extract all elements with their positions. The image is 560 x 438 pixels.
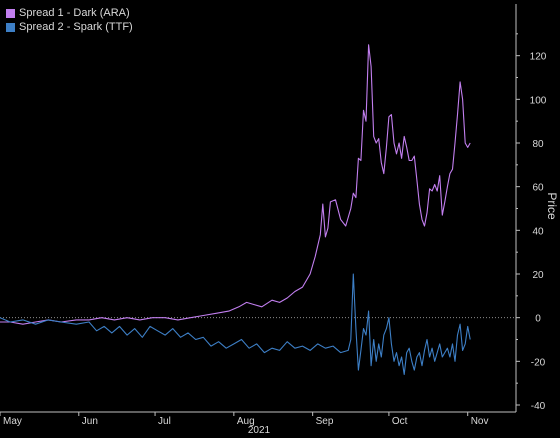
x-tick-label: May xyxy=(3,416,22,427)
x-tick-label: Jul xyxy=(158,416,171,427)
x-year-label: 2021 xyxy=(248,425,271,436)
legend-swatch-series-2 xyxy=(6,22,15,32)
y-tick-label: 20 xyxy=(532,270,544,281)
legend-label-series-1: Spread 1 - Dark (ARA) xyxy=(19,7,130,19)
x-tick-label: Sep xyxy=(316,416,334,427)
y-axis-label: Price xyxy=(545,192,559,220)
x-tick-label: Oct xyxy=(392,416,408,427)
y-tick-label: 100 xyxy=(530,95,547,106)
x-tick-label: Jun xyxy=(82,416,98,427)
y-tick-label: -40 xyxy=(531,401,546,412)
y-tick-label: 0 xyxy=(535,314,541,325)
x-axis: May Jun Jul Aug Sep Oct Nov xyxy=(0,411,516,427)
series-line-2 xyxy=(0,273,471,375)
x-tick-label: Aug xyxy=(237,416,255,427)
y-axis: -40 -20 0 20 40 60 80 100 120 xyxy=(515,4,547,412)
legend: Spread 1 - Dark (ARA) Spread 2 - Spark (… xyxy=(6,6,133,34)
y-tick-label: -20 xyxy=(531,357,546,368)
y-tick-label: 40 xyxy=(532,226,544,237)
y-tick-label: 60 xyxy=(532,183,544,194)
y-tick-label: 120 xyxy=(530,52,547,63)
legend-swatch-series-1 xyxy=(6,8,15,18)
legend-item-series-1[interactable]: Spread 1 - Dark (ARA) xyxy=(6,6,133,20)
legend-label-series-2: Spread 2 - Spark (TTF) xyxy=(19,21,133,33)
x-tick-label: Nov xyxy=(471,416,489,427)
plot-area xyxy=(0,44,516,375)
y-tick-label: 80 xyxy=(532,139,544,150)
legend-item-series-2[interactable]: Spread 2 - Spark (TTF) xyxy=(6,20,133,34)
series-line-1 xyxy=(0,44,471,325)
